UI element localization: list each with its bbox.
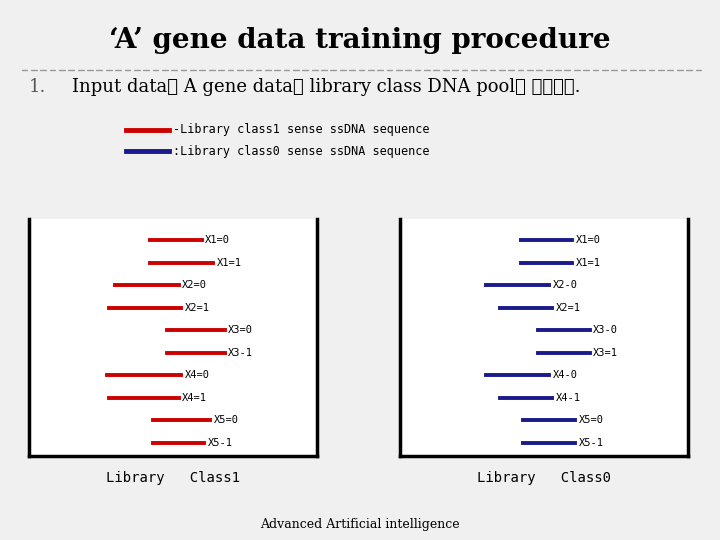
Text: X1=1: X1=1 [576, 258, 601, 268]
Text: X4=0: X4=0 [185, 370, 210, 380]
Text: X1=0: X1=0 [576, 235, 601, 245]
Text: Library   Class1: Library Class1 [106, 471, 240, 485]
Text: X2-0: X2-0 [553, 280, 578, 291]
Text: X2=1: X2=1 [185, 303, 210, 313]
Text: X3=1: X3=1 [593, 348, 618, 358]
Text: ‘A’ gene data training procedure: ‘A’ gene data training procedure [109, 27, 611, 54]
Text: X1=1: X1=1 [217, 258, 242, 268]
Text: :Library class0 sense ssDNA sequence: :Library class0 sense ssDNA sequence [173, 145, 429, 158]
Text: X3-1: X3-1 [228, 348, 253, 358]
Text: -Library class1 sense ssDNA sequence: -Library class1 sense ssDNA sequence [173, 123, 429, 136]
Text: X3-0: X3-0 [593, 325, 618, 335]
Text: X3=0: X3=0 [228, 325, 253, 335]
Text: X4-1: X4-1 [556, 393, 581, 403]
Text: Advanced Artificial intelligence: Advanced Artificial intelligence [260, 518, 460, 531]
Text: 1.: 1. [29, 78, 46, 97]
Text: X5-1: X5-1 [208, 438, 233, 448]
Text: X5=0: X5=0 [579, 415, 604, 426]
Text: X5-1: X5-1 [579, 438, 604, 448]
Text: X4-0: X4-0 [553, 370, 578, 380]
Text: Input data인 A gene data와 library class DNA pool을 준비한다.: Input data인 A gene data와 library class D… [72, 78, 580, 97]
Text: X5=0: X5=0 [214, 415, 239, 426]
FancyBboxPatch shape [29, 219, 317, 456]
Text: Library   Class0: Library Class0 [477, 471, 611, 485]
Text: X1=0: X1=0 [205, 235, 230, 245]
FancyBboxPatch shape [400, 219, 688, 456]
Text: X2=1: X2=1 [556, 303, 581, 313]
Text: X4=1: X4=1 [182, 393, 207, 403]
Text: X2=0: X2=0 [182, 280, 207, 291]
